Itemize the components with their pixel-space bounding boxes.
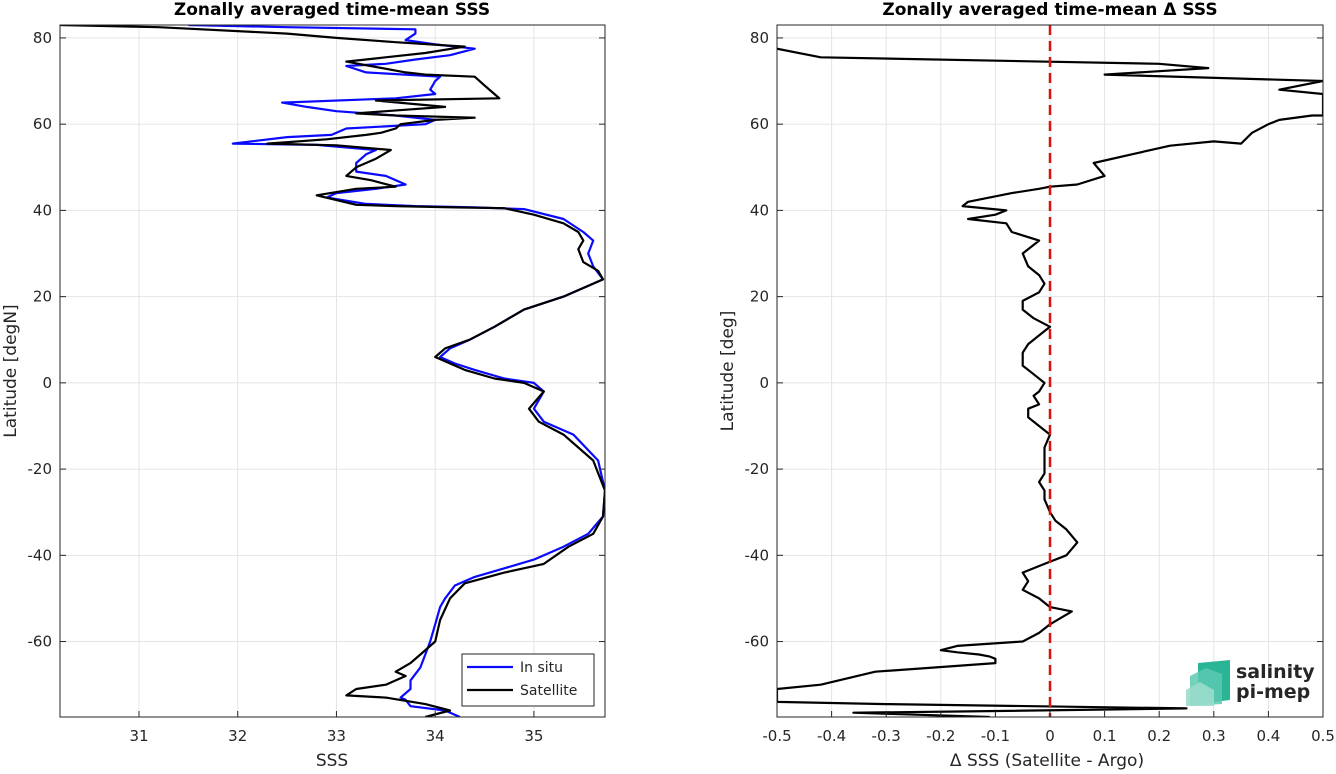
right-x-tick-label: -0.5 bbox=[762, 727, 791, 745]
right-y-tick-label: -60 bbox=[745, 633, 770, 651]
right-x-tick-label: 0.1 bbox=[1093, 727, 1117, 745]
left-y-tick-label: -20 bbox=[28, 460, 53, 478]
right-x-tick-label: -0.3 bbox=[872, 727, 901, 745]
right-x-tick-label: -0.1 bbox=[981, 727, 1010, 745]
right-y-tick-label: 0 bbox=[759, 374, 769, 392]
series-line-satellite bbox=[60, 25, 605, 717]
right-x-tick-label: 0.5 bbox=[1311, 727, 1335, 745]
left-ticks: 31 32 33 34 35 -60 -40 -20 0 20 40 60 80 bbox=[28, 29, 605, 745]
right-x-tick-label: 0.4 bbox=[1256, 727, 1280, 745]
left-y-tick-label: 20 bbox=[33, 288, 52, 306]
legend-box bbox=[461, 653, 595, 707]
right-y-tick-label: -40 bbox=[745, 546, 770, 564]
right-y-tick-label: -20 bbox=[745, 460, 770, 478]
right-x-label: Δ SSS (Satellite - Argo) bbox=[950, 751, 1144, 770]
logo-wave-icon bbox=[1186, 660, 1230, 706]
left-y-tick-label: 80 bbox=[33, 29, 52, 47]
left-y-tick-label: 40 bbox=[33, 201, 52, 219]
left-y-tick-label: -40 bbox=[28, 546, 53, 564]
right-y-tick-label: 20 bbox=[750, 288, 769, 306]
right-x-tick-label: -0.4 bbox=[817, 727, 846, 745]
left-grid bbox=[60, 25, 605, 717]
salinity-pi-mep-logo: salinity pi-mep bbox=[1186, 660, 1315, 706]
left-axes-frame bbox=[59, 24, 606, 718]
legend-label-in-situ: In situ bbox=[520, 660, 563, 676]
right-axes: Zonally averaged time-mean Δ SSS -0.5 -0.… bbox=[718, 0, 1335, 771]
left-chart-title: Zonally averaged time-mean SSS bbox=[174, 0, 490, 20]
right-x-tick-label: 0.2 bbox=[1147, 727, 1171, 745]
right-chart-title: Zonally averaged time-mean Δ SSS bbox=[882, 0, 1217, 20]
legend-label-satellite: Satellite bbox=[520, 683, 577, 699]
left-y-tick-label: 60 bbox=[33, 115, 52, 133]
right-y-tick-label: 60 bbox=[750, 115, 769, 133]
series-line-in-situ bbox=[188, 25, 605, 717]
left-x-tick-label: 33 bbox=[327, 727, 346, 745]
right-x-tick-label: 0.3 bbox=[1202, 727, 1226, 745]
left-y-label: Latitude [degN] bbox=[1, 304, 21, 437]
series-line-delta-sss bbox=[777, 47, 1323, 717]
left-x-tick-label: 32 bbox=[228, 727, 247, 745]
right-x-tick-label: 0 bbox=[1045, 727, 1055, 745]
right-y-tick-label: 40 bbox=[750, 201, 769, 219]
logo-text-line1: salinity bbox=[1236, 661, 1315, 683]
logo-text-line2: pi-mep bbox=[1236, 681, 1310, 703]
left-axes: Zonally averaged time-mean SSS 31 32 33 34 3… bbox=[1, 0, 606, 771]
left-x-label: SSS bbox=[316, 751, 348, 770]
right-y-label: Latitude [deg] bbox=[718, 311, 738, 432]
left-x-tick-label: 35 bbox=[524, 727, 543, 745]
right-ticks: -0.5 -0.4 -0.3 -0.2 -0.1 0 0.1 0.2 0.3 0.4 0.5 -60 -… bbox=[745, 29, 1335, 745]
left-y-tick-label: 0 bbox=[42, 374, 52, 392]
right-y-tick-label: 80 bbox=[750, 29, 769, 47]
left-y-tick-label: -60 bbox=[28, 633, 53, 651]
left-x-tick-label: 31 bbox=[129, 727, 148, 745]
left-x-tick-label: 34 bbox=[426, 727, 445, 745]
right-x-tick-label: -0.2 bbox=[926, 727, 955, 745]
legend: In situ Satellite bbox=[461, 653, 595, 707]
